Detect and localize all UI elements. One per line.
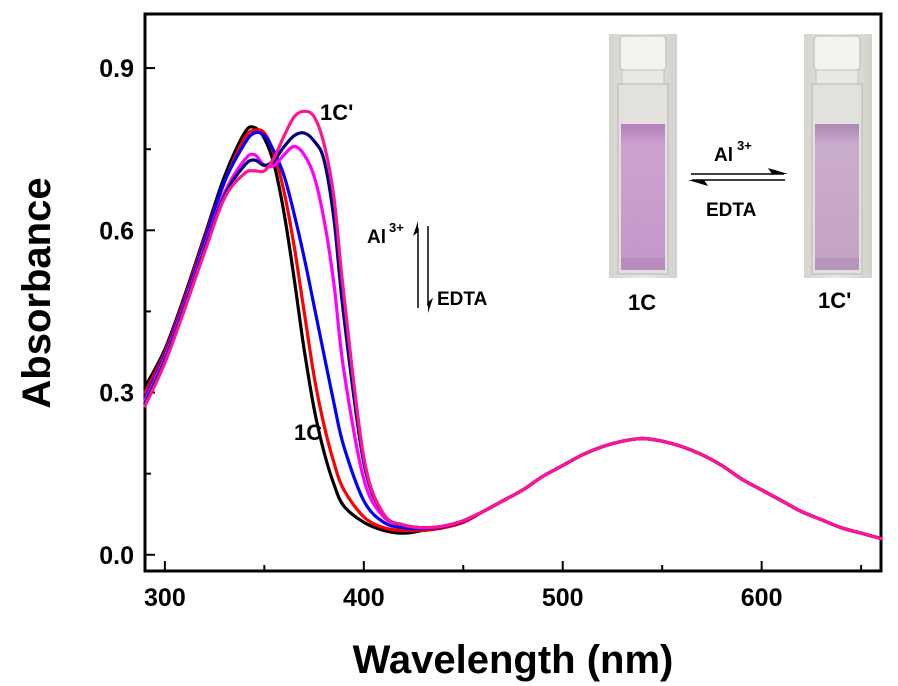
inset-label-al: Al bbox=[714, 145, 733, 166]
series-line-4 bbox=[143, 144, 883, 541]
x-tick-label: 300 bbox=[144, 584, 186, 612]
inset-label-al-sup: 3+ bbox=[737, 138, 752, 153]
inset-equilibrium-arrows bbox=[688, 168, 788, 186]
x-tick-label: 600 bbox=[741, 584, 783, 612]
x-axis-title: Wavelength (nm) bbox=[353, 638, 674, 682]
plot-frame bbox=[143, 12, 883, 573]
series-line-3 bbox=[143, 130, 883, 541]
inset-label-edta: EDTA bbox=[706, 200, 757, 221]
curve-label-1c-prime: 1C' bbox=[320, 100, 353, 125]
inset-label-1c: 1C bbox=[628, 290, 656, 315]
y-tick-label: 0.9 bbox=[99, 55, 134, 83]
series-line-1 bbox=[143, 125, 883, 541]
arrow-label-al: Al bbox=[367, 227, 386, 248]
y-tick-label: 0.6 bbox=[99, 217, 134, 245]
reversible-arrow bbox=[413, 221, 433, 313]
y-tick-label: 0.3 bbox=[99, 380, 134, 408]
y-tick-label: 0.0 bbox=[99, 542, 134, 570]
x-tick-label: 400 bbox=[343, 584, 385, 612]
cuvette-photo-right bbox=[804, 34, 872, 278]
curve-label-1c: 1C bbox=[294, 420, 322, 445]
y-axis-title: Absorbance bbox=[15, 177, 59, 408]
inset-label-1c-prime: 1C' bbox=[818, 288, 851, 313]
arrow-label-al-sup: 3+ bbox=[389, 220, 404, 235]
series-line-6 bbox=[143, 109, 883, 541]
arrow-label-edta: EDTA bbox=[437, 289, 488, 310]
series-layer bbox=[143, 109, 883, 541]
cuvette-photo-left bbox=[609, 34, 677, 278]
axis-ticks: 300 400 500 600 0.0 0.3 0.6 0.9 bbox=[99, 55, 863, 612]
x-tick-label: 500 bbox=[542, 584, 584, 612]
series-line-2 bbox=[143, 128, 883, 541]
series-line-5 bbox=[143, 131, 883, 541]
